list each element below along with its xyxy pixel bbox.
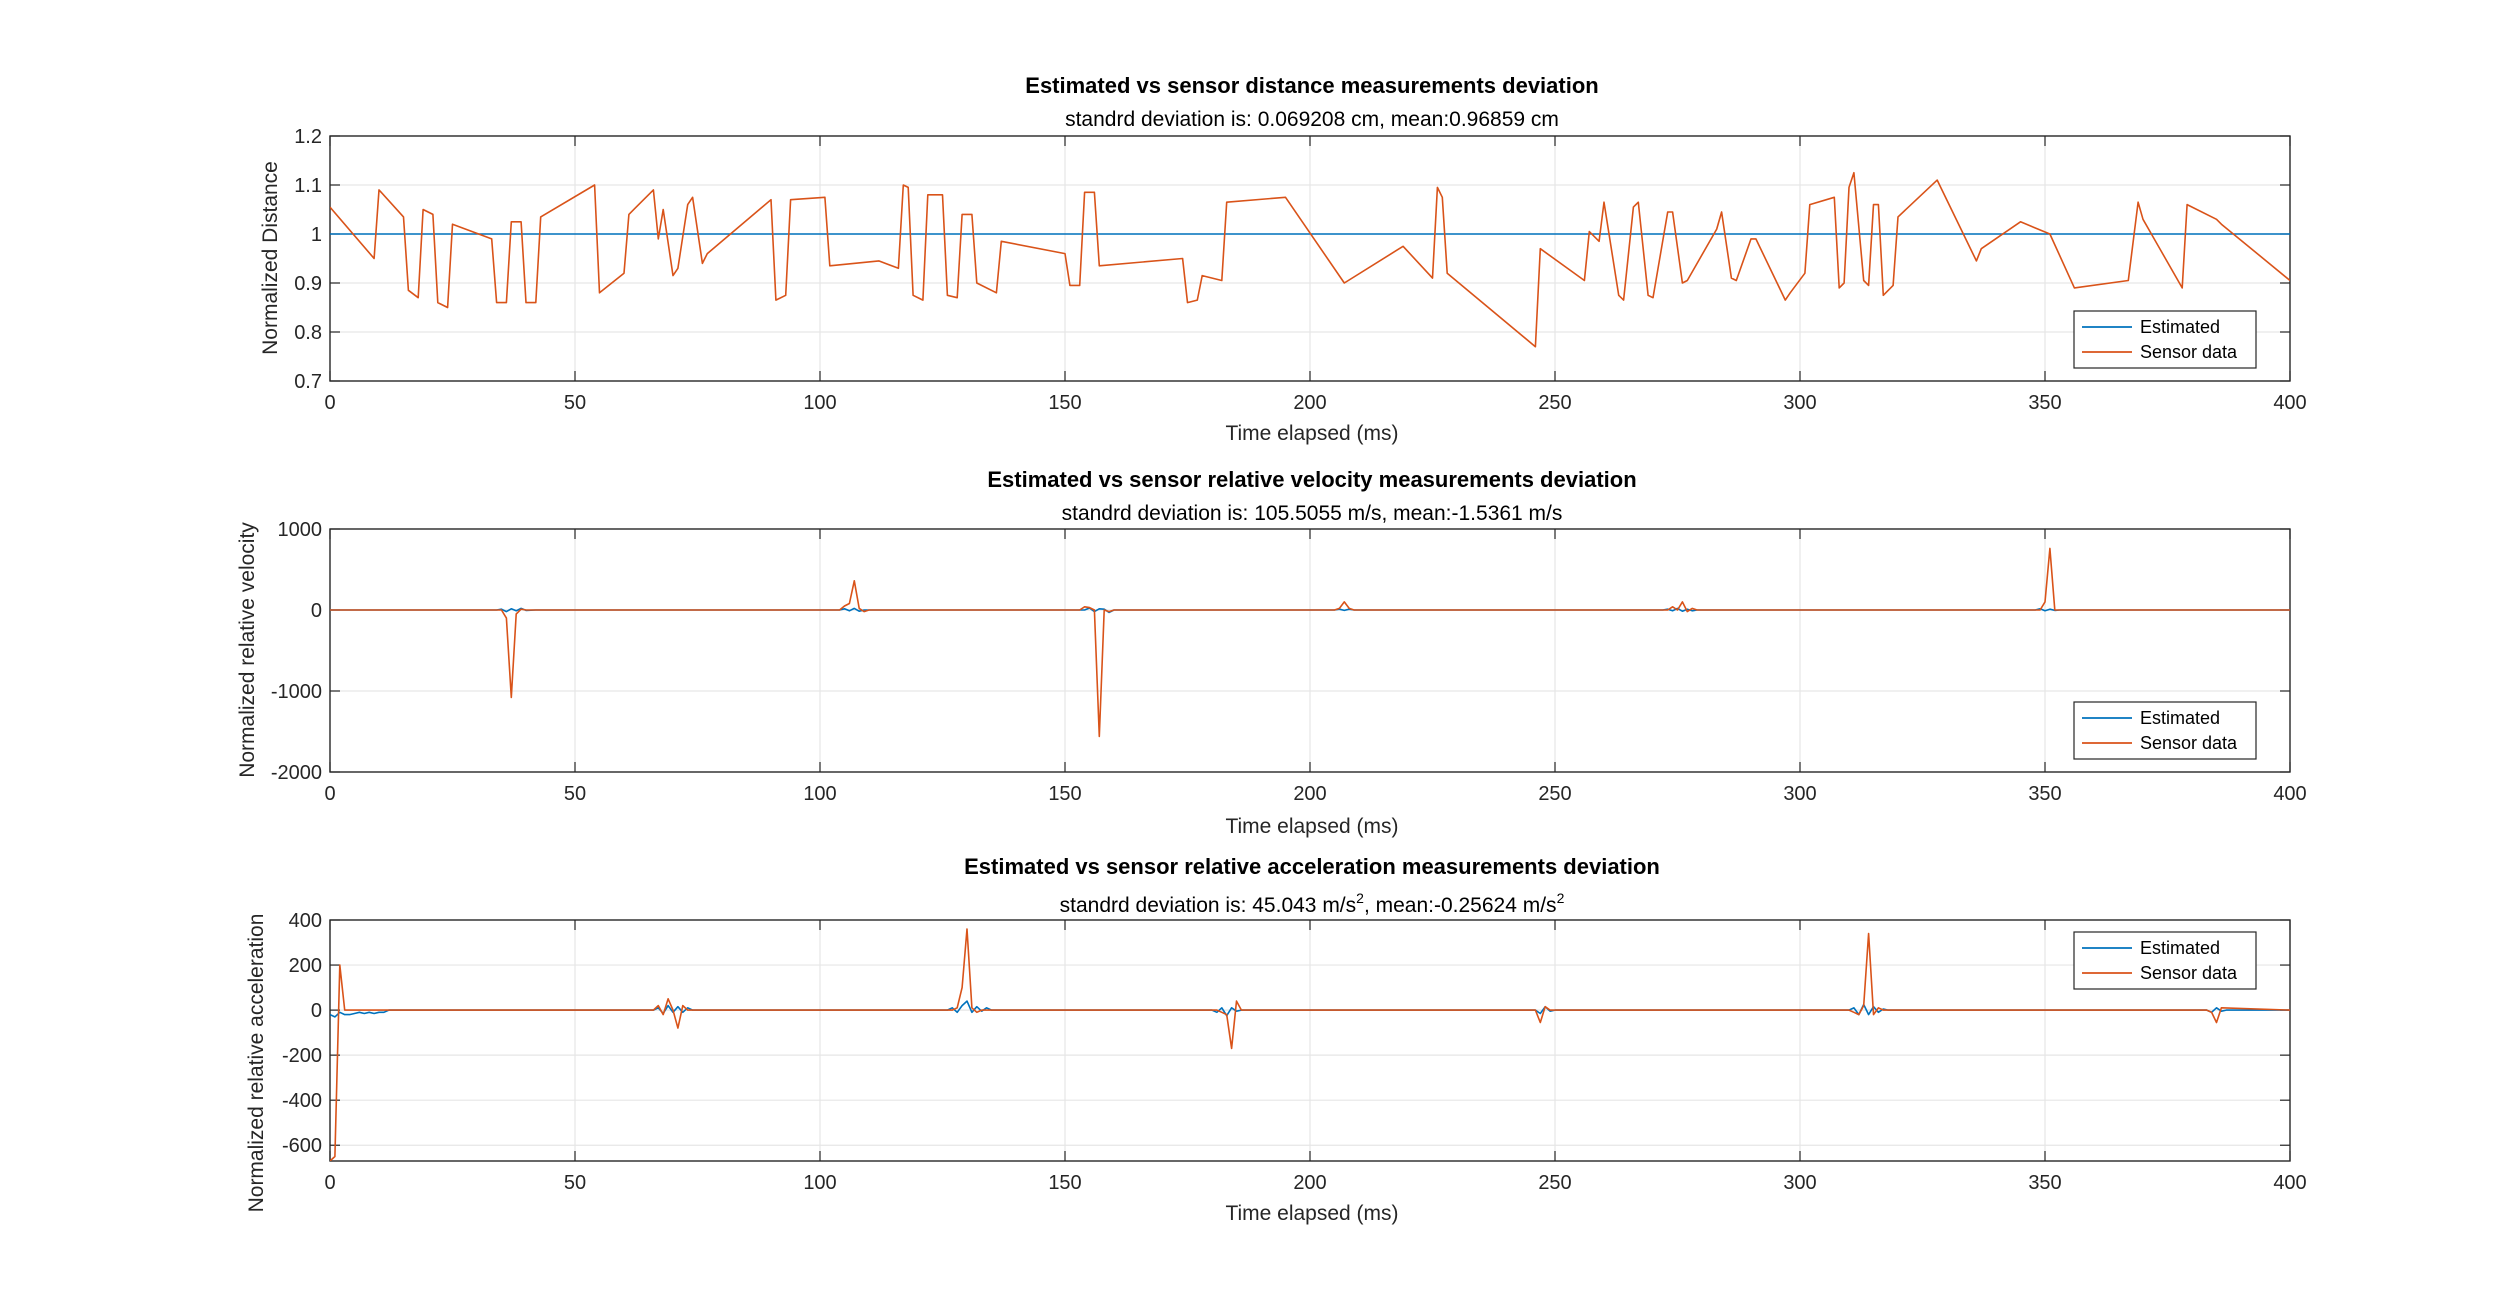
legend: Estimated Sensor data xyxy=(2073,701,2257,760)
x-axis-label: Time elapsed (ms) xyxy=(1225,815,1398,838)
x-tick-label: 100 xyxy=(803,392,836,414)
x-tick-label: 100 xyxy=(803,783,836,805)
subtitle-superscript: 2 xyxy=(1557,890,1565,906)
series-line-sensor-data xyxy=(330,547,2290,738)
series-lines xyxy=(330,171,2290,348)
y-tick-label: 1.1 xyxy=(294,175,322,197)
x-tick-label: 250 xyxy=(1538,392,1571,414)
x-tick-label: 200 xyxy=(1293,1172,1326,1194)
chart-title: Estimated vs sensor relative velocity me… xyxy=(987,467,1636,492)
legend-box xyxy=(2073,310,2257,369)
y-axis-label: Normalized Distance xyxy=(259,161,282,355)
x-axis-label: Time elapsed (ms) xyxy=(1225,1202,1398,1225)
x-tick-label: 400 xyxy=(2273,392,2306,414)
subtitle-superscript: 2 xyxy=(1356,890,1364,906)
y-ticks: -2000 -1000 0 1000 xyxy=(271,519,2290,784)
y-axis-label: Normalized relative acceleration xyxy=(245,914,268,1213)
subtitle-part: , mean:-0.25624 m/s xyxy=(1364,894,1557,917)
y-tick-label: 0.9 xyxy=(294,273,322,295)
x-tick-label: 100 xyxy=(803,1172,836,1194)
distance-chart: Estimated vs sensor distance measurement… xyxy=(259,73,2307,445)
x-tick-label: 50 xyxy=(564,1172,586,1194)
grid xyxy=(330,920,2290,1161)
legend-label: Estimated xyxy=(2140,938,2220,958)
y-axis-label: Normalized relative velocity xyxy=(236,522,259,778)
legend: Estimated Sensor data xyxy=(2073,931,2257,990)
legend-label: Sensor data xyxy=(2140,342,2238,362)
y-tick-label: 0 xyxy=(311,1000,322,1022)
x-tick-label: 400 xyxy=(2273,783,2306,805)
x-ticks: 0 50 100 150 200 250 300 350 400 xyxy=(324,920,2307,1194)
x-tick-label: 200 xyxy=(1293,392,1326,414)
chart-title: Estimated vs sensor relative acceleratio… xyxy=(964,854,1660,879)
x-tick-label: 0 xyxy=(324,1172,335,1194)
x-tick-label: 300 xyxy=(1783,392,1816,414)
legend-box xyxy=(2073,701,2257,760)
x-tick-label: 50 xyxy=(564,392,586,414)
y-tick-label: 1 xyxy=(311,224,322,246)
series-lines xyxy=(330,928,2290,1161)
x-tick-label: 350 xyxy=(2028,1172,2061,1194)
x-tick-label: 250 xyxy=(1538,783,1571,805)
x-tick-label: 150 xyxy=(1048,392,1081,414)
velocity-chart: Estimated vs sensor relative velocity me… xyxy=(236,467,2307,838)
y-tick-label: 0.7 xyxy=(294,371,322,393)
acceleration-chart: Estimated vs sensor relative acceleratio… xyxy=(245,854,2307,1225)
legend-label: Estimated xyxy=(2140,708,2220,728)
x-tick-label: 250 xyxy=(1538,1172,1571,1194)
x-tick-label: 150 xyxy=(1048,1172,1081,1194)
chart-subtitle: standrd deviation is: 0.069208 cm, mean:… xyxy=(1065,108,1559,131)
x-tick-label: 300 xyxy=(1783,783,1816,805)
y-tick-label: 400 xyxy=(289,910,322,932)
legend-label: Sensor data xyxy=(2140,733,2238,753)
series-lines xyxy=(330,547,2290,738)
series-line-sensor-data xyxy=(330,928,2290,1161)
x-tick-label: 300 xyxy=(1783,1172,1816,1194)
y-tick-label: -600 xyxy=(282,1135,322,1157)
legend-label: Sensor data xyxy=(2140,963,2238,983)
y-tick-label: 1.2 xyxy=(294,126,322,148)
y-tick-label: -1000 xyxy=(271,681,322,703)
x-tick-label: 0 xyxy=(324,392,335,414)
x-tick-label: 150 xyxy=(1048,783,1081,805)
x-tick-label: 400 xyxy=(2273,1172,2306,1194)
y-tick-label: 1000 xyxy=(278,519,323,541)
y-ticks: -600 -400 -200 0 200 400 xyxy=(282,910,2290,1157)
x-axis-label: Time elapsed (ms) xyxy=(1225,422,1398,445)
y-tick-label: -200 xyxy=(282,1045,322,1067)
x-tick-label: 50 xyxy=(564,783,586,805)
series-line-sensor-data xyxy=(330,171,2290,348)
subtitle-part: standrd deviation is: 45.043 m/s xyxy=(1060,894,1357,917)
legend: Estimated Sensor data xyxy=(2073,310,2257,369)
x-tick-label: 0 xyxy=(324,783,335,805)
y-tick-label: -400 xyxy=(282,1090,322,1112)
y-tick-label: -2000 xyxy=(271,762,322,784)
x-tick-label: 350 xyxy=(2028,392,2061,414)
x-ticks: 0 50 100 150 200 250 300 350 400 xyxy=(324,529,2307,805)
x-ticks: 0 50 100 150 200 250 300 350 400 xyxy=(324,136,2307,414)
y-tick-label: 0 xyxy=(311,600,322,622)
y-tick-label: 0.8 xyxy=(294,322,322,344)
chart-title: Estimated vs sensor distance measurement… xyxy=(1025,73,1598,98)
x-tick-label: 200 xyxy=(1293,783,1326,805)
x-tick-label: 350 xyxy=(2028,783,2061,805)
y-tick-label: 200 xyxy=(289,955,322,977)
legend-label: Estimated xyxy=(2140,317,2220,337)
chart-subtitle: standrd deviation is: 105.5055 m/s, mean… xyxy=(1062,502,1563,525)
legend-box xyxy=(2073,931,2257,990)
chart-subtitle: standrd deviation is: 45.043 m/s2, mean:… xyxy=(1060,890,1565,917)
series-line-estimated xyxy=(330,1000,2290,1018)
